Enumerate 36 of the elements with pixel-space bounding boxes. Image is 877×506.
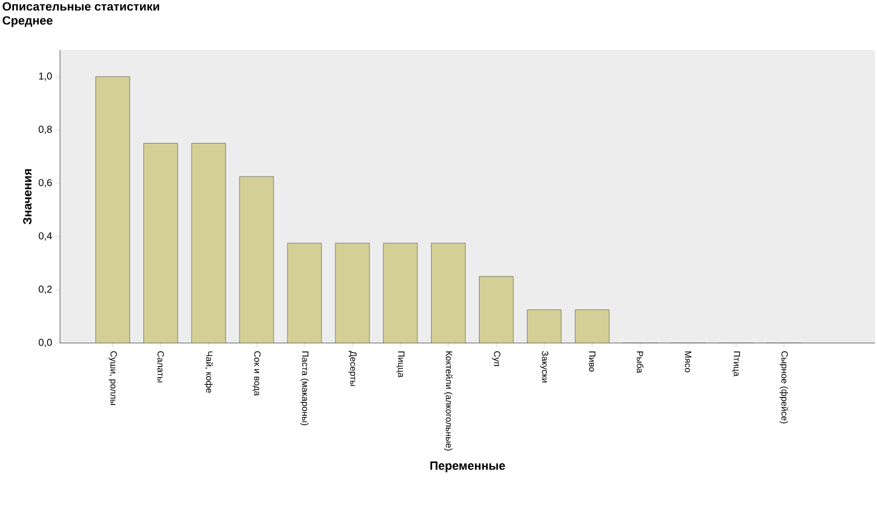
x-tick-label: Сырное (фрейсе) [780, 351, 788, 424]
y-tick-label: 0,6 [38, 179, 52, 188]
x-tick-label: Мясо [684, 352, 692, 372]
y-tick-label: 0,0 [38, 338, 52, 348]
x-axis-title: Переменные [430, 462, 506, 472]
x-tick-label: Паста (макароны) [300, 351, 309, 426]
chart-subtitle: Среднее [2, 16, 52, 28]
y-tick-label: 0,8 [38, 126, 52, 134]
y-tick-label: 1,0 [39, 72, 52, 81]
x-tick-label: Десерты [348, 350, 356, 386]
x-tick-label: Коктейли (алкогольные) [444, 352, 453, 451]
bar [239, 176, 274, 343]
chart-title: Описательные статистики [2, 2, 160, 11]
x-tick-label: Пицца [396, 351, 404, 378]
x-tick-label: Чай, кофе [204, 351, 213, 393]
x-tick-label: Салаты [157, 351, 164, 382]
bar [96, 76, 130, 343]
bar [335, 242, 370, 343]
bar [191, 143, 226, 343]
bar [574, 310, 610, 343]
y-tick-label: 0,4 [38, 232, 52, 241]
x-tick-label: Рыба [636, 352, 644, 374]
bar [383, 242, 418, 343]
x-tick-label: Суши, роллы [108, 351, 117, 405]
bar [143, 143, 178, 343]
x-tick-label: Пиво [589, 351, 596, 372]
bar [479, 276, 514, 343]
x-tick-label: Птица [732, 351, 740, 376]
bar [431, 242, 466, 343]
x-tick-label: Сок и вода [252, 351, 261, 396]
bar [287, 242, 322, 343]
bar [527, 310, 562, 343]
y-axis-title: Значения [23, 169, 32, 224]
x-tick-label: Суп [492, 351, 500, 366]
y-tick-label: 0,2 [38, 286, 52, 294]
x-tick-label: Закуски [540, 351, 548, 382]
